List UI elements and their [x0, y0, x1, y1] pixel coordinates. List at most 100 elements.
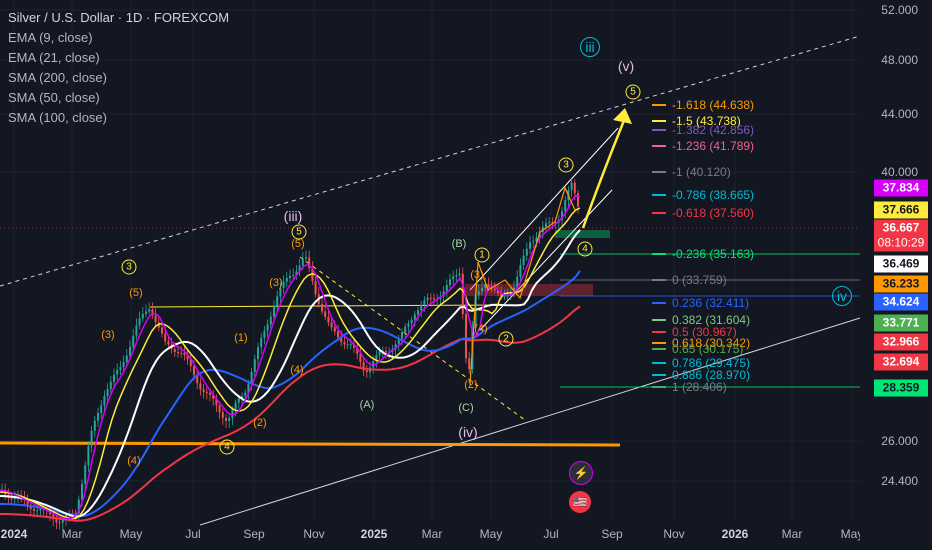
wave-label: 4 — [577, 241, 593, 257]
candle-body — [394, 344, 397, 350]
candle-body — [452, 276, 455, 280]
grid — [0, 0, 860, 520]
candle-body — [429, 297, 432, 299]
candle-body — [212, 394, 215, 399]
candle-body — [365, 370, 368, 373]
candle-body — [10, 498, 13, 500]
projection-arrow[interactable] — [581, 117, 627, 229]
candle-body — [39, 508, 42, 511]
wave-path[interactable] — [469, 186, 576, 386]
wave-label: 5 — [291, 224, 307, 240]
sma-100-line[interactable] — [0, 270, 581, 518]
candle-body — [461, 273, 464, 315]
candle-body — [77, 499, 80, 514]
candle-body — [97, 412, 99, 421]
fib-level-label: 1 (28.406) — [672, 380, 727, 394]
candle-body — [193, 366, 195, 375]
candle-body — [519, 265, 522, 277]
current-zone[interactable] — [555, 230, 610, 238]
indicator-ema21[interactable]: EMA (21, close) — [8, 50, 100, 65]
channel-lower-line[interactable] — [199, 317, 861, 526]
fib-level-label: 0.65 (30.175) — [672, 342, 744, 356]
symbol-title[interactable]: Silver / U.S. Dollar · 1D · FOREXCOM — [8, 10, 230, 25]
price-tick: 44.000 — [881, 107, 918, 121]
candlesticks — [1, 179, 579, 530]
candle-body — [33, 508, 35, 511]
candle-body — [321, 304, 323, 312]
fib-level-label: 0.5 (30.967) — [672, 325, 737, 339]
candle-body — [346, 344, 349, 346]
candle-body — [573, 182, 576, 194]
price-tick: 26.000 — [881, 434, 918, 448]
candle-body — [449, 279, 451, 286]
indicator-sma100[interactable]: SMA (100, close) — [8, 110, 107, 125]
time-tick: 2024 — [0, 527, 28, 541]
time-tick: May — [840, 527, 864, 541]
candle-body — [61, 518, 64, 523]
fib-level-label: 0.786 (29.475) — [672, 356, 751, 370]
candle-body — [330, 322, 333, 328]
candle-body — [458, 273, 461, 276]
candle-body — [250, 371, 253, 384]
candle-body — [196, 374, 199, 384]
candle-body — [145, 311, 147, 314]
candle-body — [561, 211, 563, 220]
indicator-sma200[interactable]: SMA (200, close) — [8, 70, 107, 85]
candle-body — [241, 395, 243, 399]
candle-body — [522, 255, 525, 266]
fib-level-label: 0.618 (30.342) — [672, 336, 751, 350]
candle-body — [132, 335, 135, 347]
candle-body — [301, 258, 304, 266]
wave-label: (A) — [359, 399, 375, 411]
candle-body — [109, 381, 112, 390]
candle-body — [356, 347, 359, 354]
price-tag-last: 36.667 — [874, 219, 928, 237]
wave-label: (iv) — [458, 424, 478, 440]
candle-body — [135, 325, 138, 336]
candle-body — [36, 510, 39, 512]
candle-body — [237, 398, 240, 403]
wave-label: (3) — [470, 269, 484, 281]
lightning-alert-icon[interactable]: ⚡ — [569, 461, 593, 485]
candle-body — [116, 369, 119, 375]
wave-channel-top[interactable] — [469, 127, 619, 291]
candle-body — [423, 300, 426, 305]
sma-200-line[interactable] — [0, 305, 581, 522]
candle-body — [285, 278, 288, 282]
candle-body — [337, 331, 339, 338]
wave-label: (3) — [101, 329, 115, 341]
candle-body — [465, 314, 467, 359]
wave-label: (C) — [458, 402, 474, 414]
candle-body — [359, 353, 362, 363]
price-axis[interactable]: 52.000 48.000 44.000 40.000 26.000 24.40… — [860, 0, 932, 550]
candle-body — [161, 327, 163, 334]
us-flag-icon[interactable]: 🇺🇸 — [569, 491, 591, 513]
candle-body — [433, 298, 435, 300]
price-tick: 52.000 — [881, 3, 918, 17]
time-tick: Mar — [781, 527, 803, 541]
candle-body — [477, 291, 480, 296]
candle-body — [375, 355, 378, 362]
indicator-ema9[interactable]: EMA (9, close) — [8, 30, 93, 45]
candle-body — [263, 330, 266, 338]
wave-label: (4) — [474, 323, 488, 335]
candle-body — [173, 348, 176, 353]
ema-9-line[interactable] — [0, 194, 581, 520]
candle-body — [417, 310, 419, 315]
orange-support-line[interactable] — [0, 441, 621, 447]
time-tick: Sep — [601, 527, 623, 541]
wave-channel-bottom[interactable] — [479, 189, 613, 331]
wave-label: (2) — [464, 379, 478, 391]
candle-body — [90, 430, 93, 447]
wave-label: (iii) — [283, 208, 303, 224]
channel-upper-line[interactable] — [0, 35, 861, 287]
candle-body — [404, 326, 407, 333]
price-tag-red: 32.694 — [874, 353, 928, 371]
candle-body — [279, 288, 282, 297]
candle-body — [81, 483, 83, 500]
candle-body — [186, 355, 189, 360]
indicator-sma50[interactable]: SMA (50, close) — [8, 90, 100, 105]
candle-body — [529, 242, 531, 249]
